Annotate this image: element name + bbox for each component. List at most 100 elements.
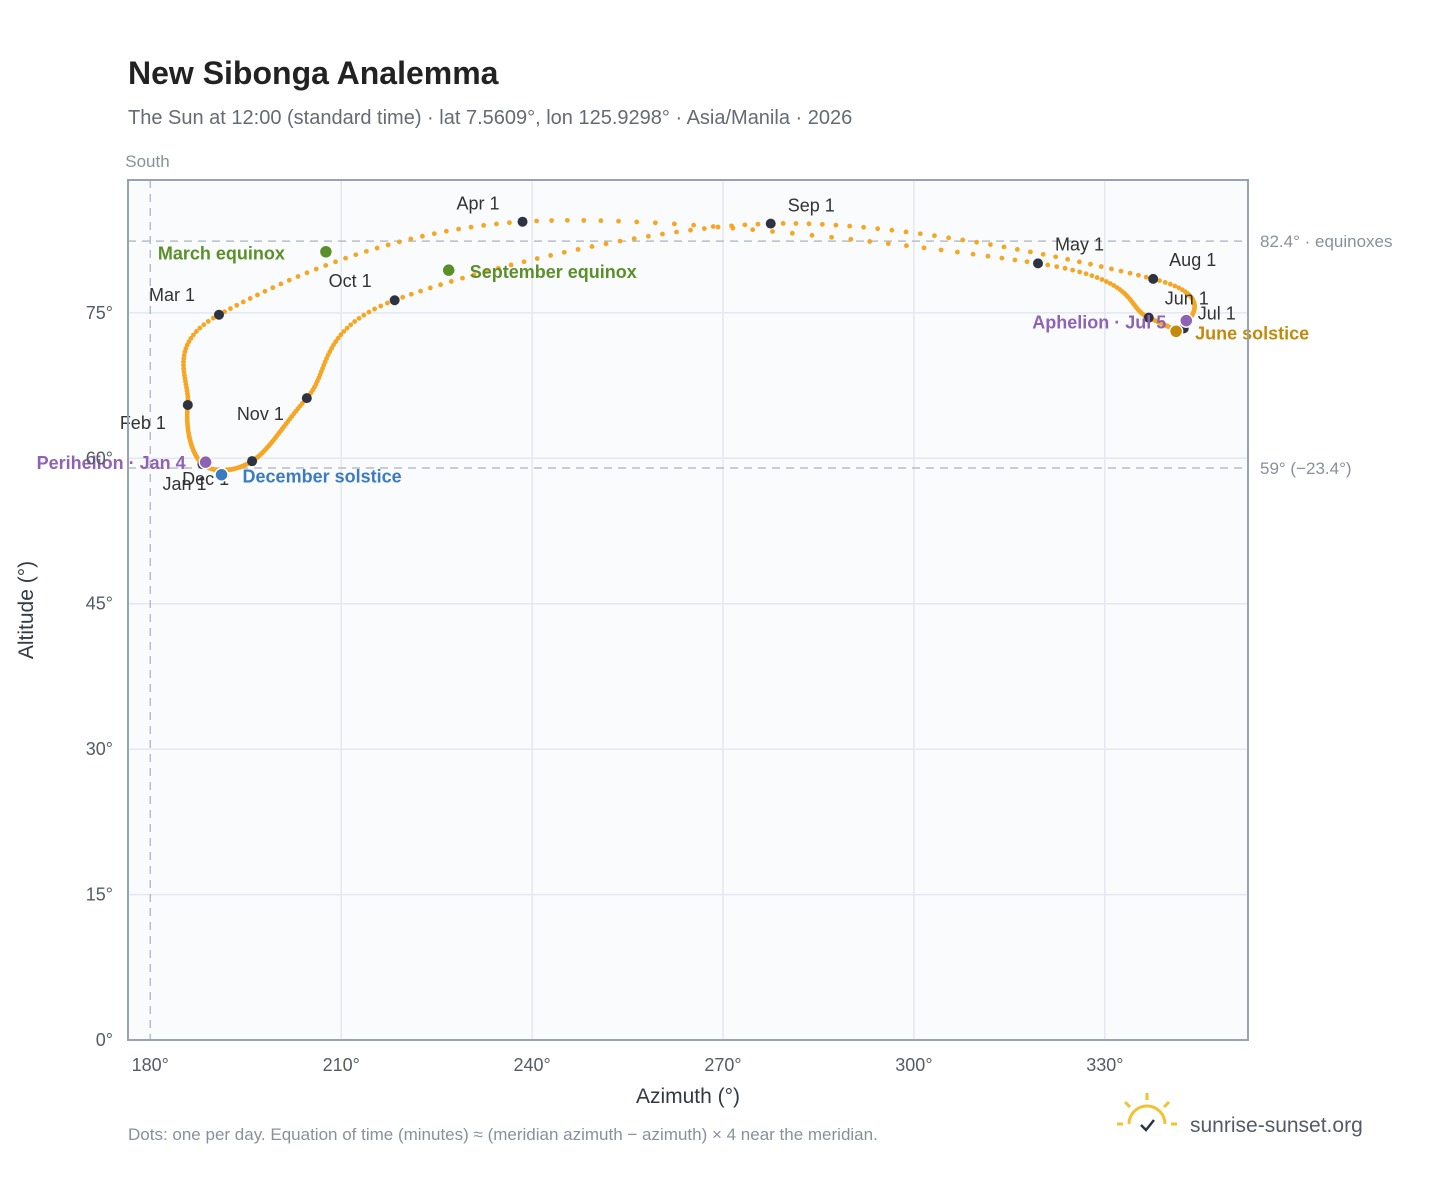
daily-sun-dot — [1062, 265, 1068, 271]
daily-sun-dot — [508, 262, 514, 268]
daily-sun-dot — [194, 329, 199, 334]
daily-sun-dot — [335, 335, 341, 341]
chart-subtitle: The Sun at 12:00 (standard time) · lat 7… — [128, 107, 852, 129]
daily-sun-dot — [181, 362, 186, 368]
daily-sun-dot — [770, 229, 775, 234]
daily-sun-dot — [1136, 272, 1141, 278]
daily-sun-dot — [793, 221, 799, 226]
month-marker — [389, 295, 400, 306]
daily-sun-dot — [313, 266, 319, 272]
daily-sun-dot — [197, 325, 203, 331]
daily-sun-dot — [1054, 264, 1060, 270]
daily-sun-dot — [589, 244, 595, 249]
daily-sun-dot — [191, 332, 196, 338]
daily-sun-dot — [378, 303, 384, 309]
daily-sun-dot — [631, 236, 637, 242]
daily-sun-dot — [575, 246, 581, 252]
daily-sun-dot — [1103, 279, 1109, 284]
daily-sun-dot — [483, 269, 489, 274]
event-marker — [214, 467, 229, 482]
daily-sun-dot — [456, 226, 461, 232]
month-label: Jul 1 — [1198, 303, 1236, 323]
daily-sun-dot — [903, 229, 909, 235]
daily-sun-dot — [1053, 254, 1059, 260]
event-marker — [441, 262, 456, 278]
month-marker — [214, 309, 224, 320]
daily-sun-dot — [361, 312, 367, 318]
daily-sun-dot — [688, 227, 693, 233]
daily-sun-dot — [985, 253, 991, 259]
daily-sun-dot — [278, 281, 284, 287]
daily-sun-dot — [616, 218, 621, 224]
daily-sun-dot — [970, 251, 976, 257]
daily-sun-dot — [645, 233, 651, 239]
daily-sun-dot — [1098, 264, 1104, 269]
month-label: Mar 1 — [149, 285, 195, 305]
plot-area — [128, 180, 1248, 1040]
daily-sun-dot — [875, 226, 881, 232]
daily-sun-dot — [247, 296, 253, 301]
daily-sun-dot — [917, 231, 923, 237]
event-marker — [198, 454, 213, 470]
daily-sun-dot — [385, 242, 391, 248]
daily-sun-dot — [304, 270, 310, 276]
x-tick-label: 300° — [895, 1055, 932, 1075]
month-label: Oct 1 — [329, 271, 372, 291]
daily-sun-dot — [1077, 269, 1083, 275]
daily-sun-dot — [228, 306, 233, 311]
daily-sun-dot — [494, 221, 499, 227]
daily-sun-dot — [534, 256, 540, 261]
daily-sun-dot — [581, 218, 587, 223]
daily-sun-dot — [1107, 281, 1113, 286]
event-marker — [318, 244, 334, 259]
daily-sun-dot — [534, 218, 540, 224]
daily-sun-dot — [974, 239, 980, 245]
event-label: Perihelion · Jan 4 — [37, 453, 186, 473]
daily-sun-dot — [1076, 259, 1082, 265]
daily-sun-dot — [468, 224, 474, 230]
y-tick-label: 60° — [86, 448, 113, 468]
daily-sun-dot — [396, 239, 402, 245]
y-tick-label: 15° — [86, 885, 113, 905]
daily-sun-dot — [1094, 275, 1100, 280]
y-tick-label: 0° — [96, 1030, 113, 1050]
daily-sun-dot — [385, 300, 390, 306]
event-label: September equinox — [470, 262, 637, 282]
daily-sun-dot — [460, 275, 465, 281]
daily-sun-dot — [438, 282, 443, 288]
daily-sun-dot — [323, 262, 329, 268]
daily-sun-dot — [634, 219, 640, 225]
daily-sun-dot — [829, 234, 834, 240]
footnote: Dots: one per day. Equation of time (min… — [128, 1125, 878, 1144]
daily-sun-dot — [188, 335, 194, 341]
daily-sun-dot — [549, 218, 554, 223]
daily-sun-dot — [448, 279, 454, 284]
x-tick-label: 330° — [1086, 1055, 1123, 1075]
daily-sun-dot — [240, 299, 246, 305]
y-axis-title: Altitude (°) — [15, 561, 38, 659]
chart-title: New Sibonga Analemma — [128, 55, 499, 91]
y-tick-label: 30° — [86, 739, 113, 759]
daily-sun-dot — [374, 245, 380, 251]
brand-name: sunrise-sunset.org — [1190, 1114, 1363, 1137]
daily-sun-dot — [1162, 279, 1168, 285]
daily-sun-dot — [671, 221, 677, 227]
daily-sun-dot — [988, 242, 993, 247]
daily-sun-dot — [1176, 285, 1182, 291]
event-label: Aphelion · Jul 5 — [1032, 313, 1166, 333]
month-marker — [1143, 312, 1154, 323]
event-label: June solstice — [1195, 323, 1309, 343]
month-marker — [765, 218, 776, 229]
daily-sun-dot — [270, 285, 276, 291]
x-tick-labels: 180° 210° 240° 270° 300° 330° — [132, 1055, 1124, 1075]
month-label: Aug 1 — [1169, 250, 1216, 270]
daily-sun-dot — [234, 302, 240, 308]
daily-sun-dot — [889, 227, 895, 233]
x-tick-label: 210° — [323, 1055, 360, 1075]
daily-sun-dot — [780, 221, 786, 226]
daily-sun-dot — [1172, 283, 1178, 289]
daily-sun-dot — [201, 322, 207, 328]
daily-sun-dot — [999, 255, 1005, 261]
y-tick-label: 45° — [86, 594, 113, 614]
